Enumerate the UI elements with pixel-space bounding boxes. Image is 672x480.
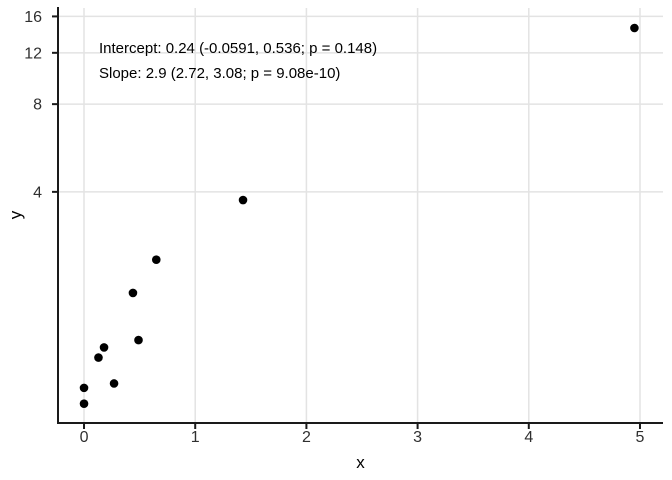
x-tick-label: 0 <box>80 429 89 446</box>
annotation-intercept-line: Intercept: 0.24 (-0.0591, 0.536; p = 0.1… <box>99 40 378 57</box>
data-point <box>151 255 161 265</box>
x-tick-label: 3 <box>413 429 422 446</box>
x-axis-title: x <box>356 453 365 472</box>
data-point <box>99 343 109 352</box>
annotation-slope-line: Slope: 2.9 (2.72, 3.08; p = 9.08e-10) <box>99 64 341 82</box>
data-point <box>128 288 138 298</box>
y-tick-label: 8 <box>33 97 42 114</box>
y-tick-label: 16 <box>24 9 42 26</box>
data-point <box>109 379 119 388</box>
data-point <box>79 399 89 409</box>
y-tick-label: 4 <box>33 184 42 201</box>
data-point <box>238 195 248 205</box>
regression-annotation: Intercept: 0.24 (-0.0591, 0.536; p = 0.1… <box>99 37 377 86</box>
y-tick-label: 12 <box>24 45 42 62</box>
x-tick-label: 2 <box>302 429 311 446</box>
data-point <box>79 383 89 393</box>
x-tick-label: 4 <box>524 429 533 446</box>
data-point <box>134 335 143 345</box>
x-tick-label: 5 <box>636 429 645 446</box>
x-tick-label: 1 <box>191 429 200 446</box>
data-point <box>630 23 639 33</box>
y-axis-title: y <box>6 210 25 220</box>
data-point <box>94 353 103 362</box>
